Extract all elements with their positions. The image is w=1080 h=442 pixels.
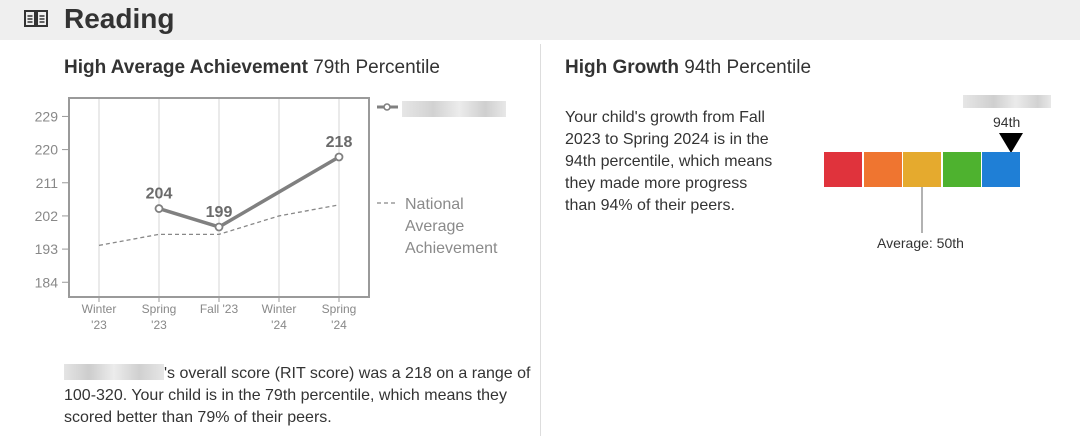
score-data-label: 199 [206, 204, 233, 221]
section-title: Reading [64, 3, 175, 34]
achievement-summary: 's overall score (RIT score) was a 218 o… [64, 363, 534, 429]
y-tick-label: 229 [35, 108, 59, 124]
percentile-marker-icon [999, 133, 1023, 153]
section-header: Reading [0, 0, 1080, 40]
achievement-heading: High Average Achievement 79th Percentile [64, 57, 440, 79]
growth-band-2 [863, 152, 902, 187]
achievement-summary-text: 's overall score (RIT score) was a 218 o… [64, 365, 531, 426]
growth-average-label: Average: 50th [877, 235, 964, 251]
book-icon [24, 10, 48, 27]
legend-swatches [377, 103, 398, 204]
score-data-label: 218 [326, 134, 353, 151]
y-tick-label: 202 [35, 208, 59, 224]
national-average-line [98, 204, 340, 247]
x-tick-label: Fall '23 [200, 302, 239, 316]
growth-heading: High Growth 94th Percentile [565, 57, 811, 79]
legend-national-average: National Average Achievement [405, 196, 498, 257]
x-tick-label: Spring '24 [322, 302, 357, 332]
y-axis-ticks: 229 220 211 202 193 184 [35, 108, 69, 290]
legend-point-swatch [383, 103, 391, 111]
y-tick-label: 220 [35, 142, 59, 158]
x-axis-ticks: Winter '23 Spring '23 Fall '23 Winter '24 Sprin… [82, 297, 357, 332]
growth-band-1 [824, 152, 862, 187]
x-tick-label: Spring '23 [142, 302, 177, 332]
average-marker-line [921, 187, 923, 233]
column-divider [540, 44, 541, 436]
growth-description: Your child's growth from Fall 2023 to Sp… [565, 109, 773, 214]
legend-student-name-redacted [402, 101, 506, 117]
score-point [214, 222, 224, 232]
y-tick-label: 193 [35, 241, 59, 257]
growth-band-3 [903, 152, 941, 187]
series-layer: 204 199 218 [98, 134, 353, 247]
growth-band-5 [982, 152, 1020, 187]
gridlines [98, 99, 340, 296]
achievement-chart: 229 220 211 202 193 184 Winter '23 Spring '23 Fal… [35, 97, 398, 332]
growth-percentile-label: 94th [993, 114, 1021, 130]
y-tick-label: 184 [35, 274, 59, 290]
growth-heading-percentile: 94th Percentile [684, 57, 812, 78]
x-tick-label: Winter '24 [262, 302, 297, 332]
achievement-heading-bold: High Average Achievement [64, 57, 308, 78]
growth-band-4 [942, 152, 981, 187]
achievement-heading-percentile: 79th Percentile [313, 57, 440, 78]
score-point [154, 204, 164, 213]
score-data-label: 204 [146, 186, 173, 203]
x-tick-label: Winter '23 [82, 302, 117, 332]
growth-name-redacted [963, 95, 1051, 108]
growth-heading-bold: High Growth [565, 57, 679, 78]
y-tick-label: 211 [36, 175, 59, 191]
student-name-redacted [64, 364, 164, 380]
score-point [334, 152, 344, 162]
